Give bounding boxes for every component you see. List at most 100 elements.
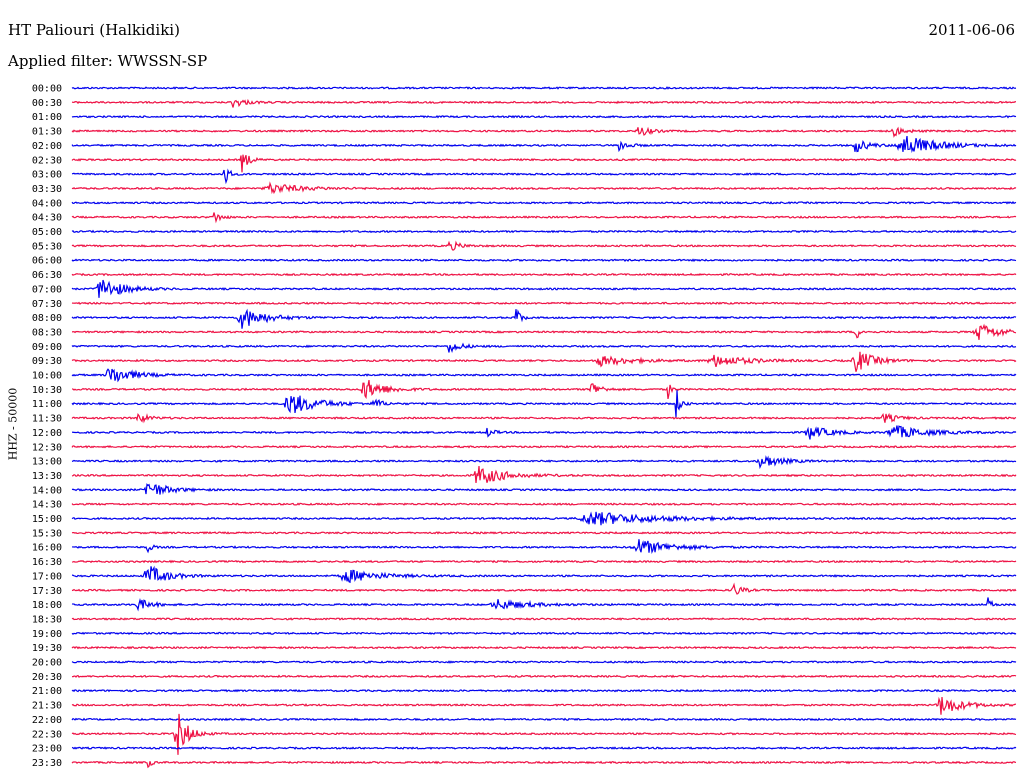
row-time-label: 05:00	[32, 227, 62, 238]
trace-line	[71, 98, 1017, 108]
trace-line	[71, 674, 1017, 679]
trace-line	[71, 135, 1017, 154]
trace-line	[71, 483, 1017, 495]
row-time-label: 01:30	[32, 127, 62, 138]
row-time-label: 03:00	[32, 170, 62, 181]
row-time-label: 16:30	[32, 557, 62, 568]
date-label: 2011-06-06	[928, 21, 1015, 39]
trace-line	[71, 308, 1017, 329]
trace-line	[71, 301, 1017, 306]
row-time-label: 07:30	[32, 299, 62, 310]
trace-line	[71, 717, 1017, 722]
row-time-label: 20:00	[32, 658, 62, 669]
row-time-label: 10:00	[32, 371, 62, 382]
trace-line	[71, 390, 1017, 418]
trace-line	[71, 631, 1017, 636]
trace-line	[71, 412, 1017, 424]
row-time-label: 04:00	[32, 198, 62, 209]
row-time-label: 13:00	[32, 457, 62, 468]
trace-line	[71, 465, 1017, 483]
trace-line	[71, 351, 1017, 372]
trace-line	[71, 444, 1017, 449]
station-title: HT Paliouri (Halkidiki)	[8, 21, 180, 39]
trace-line	[71, 240, 1017, 251]
trace-line	[71, 511, 1017, 526]
row-time-label: 06:30	[32, 270, 62, 281]
trace-line	[71, 154, 1017, 173]
row-time-label: 03:30	[32, 184, 62, 195]
trace-line	[71, 212, 1017, 224]
row-time-label: 02:00	[32, 141, 62, 152]
row-time-label: 19:00	[32, 629, 62, 640]
row-time-label: 08:00	[32, 313, 62, 324]
trace-line	[71, 713, 1017, 755]
trace-line	[71, 539, 1017, 555]
row-time-label: 09:30	[32, 356, 62, 367]
row-time-label: 19:30	[32, 643, 62, 654]
row-time-label: 17:30	[32, 586, 62, 597]
row-time-label: 02:30	[32, 155, 62, 166]
trace-line	[71, 531, 1017, 535]
row-time-label: 21:00	[32, 686, 62, 697]
row-time-label: 20:30	[32, 672, 62, 683]
row-time-label: 10:30	[32, 385, 62, 396]
row-time-label: 07:00	[32, 284, 62, 295]
trace-line	[71, 760, 1017, 769]
row-time-label: 21:30	[32, 701, 62, 712]
trace-line	[71, 323, 1017, 340]
trace-line	[71, 660, 1017, 664]
row-time-label: 23:00	[32, 744, 62, 755]
trace-line	[71, 279, 1017, 298]
row-time-label: 13:30	[32, 471, 62, 482]
row-time-label: 06:00	[32, 256, 62, 267]
trace-line	[71, 502, 1017, 506]
trace-line	[71, 559, 1017, 564]
row-time-label: 09:00	[32, 342, 62, 353]
row-time-label: 08:30	[32, 327, 62, 338]
row-time-label: 01:00	[32, 112, 62, 123]
row-time-label: 12:00	[32, 428, 62, 439]
trace-line	[71, 229, 1017, 234]
row-time-label: 00:30	[32, 98, 62, 109]
trace-line	[71, 688, 1017, 693]
trace-line	[71, 368, 1017, 383]
row-time-label: 17:00	[32, 571, 62, 582]
row-time-label: 16:00	[32, 543, 62, 554]
trace-line	[71, 126, 1017, 138]
trace-line	[71, 258, 1017, 263]
trace-line	[71, 379, 1017, 400]
trace-line	[71, 168, 1017, 185]
row-time-label: 15:30	[32, 528, 62, 539]
row-time-label: 15:00	[32, 514, 62, 525]
row-time-label: 00:00	[32, 84, 62, 95]
trace-line	[71, 272, 1017, 277]
trace-line	[71, 746, 1017, 750]
trace-line	[71, 342, 1017, 353]
row-time-label: 22:30	[32, 729, 62, 740]
trace-line	[71, 696, 1017, 715]
filter-label: Applied filter: WWSSN-SP	[8, 52, 208, 70]
trace-line	[71, 597, 1017, 612]
row-time-label: 11:00	[32, 399, 62, 410]
row-time-label: 23:30	[32, 758, 62, 769]
row-time-label: 05:30	[32, 241, 62, 252]
trace-line	[71, 565, 1017, 584]
row-time-label: 14:00	[32, 485, 62, 496]
row-time-label: 12:30	[32, 442, 62, 453]
trace-line	[71, 86, 1017, 90]
trace-line	[71, 425, 1017, 440]
row-time-label: 18:30	[32, 614, 62, 625]
trace-line	[71, 114, 1017, 119]
trace-line	[71, 582, 1017, 595]
trace-line	[71, 181, 1017, 195]
row-time-label: 18:00	[32, 600, 62, 611]
trace-line	[71, 617, 1017, 621]
row-time-label: 04:30	[32, 213, 62, 224]
row-time-label: 14:30	[32, 500, 62, 511]
trace-line	[71, 645, 1017, 650]
trace-line	[71, 200, 1017, 205]
row-time-label: 11:30	[32, 414, 62, 425]
row-time-label: 22:00	[32, 715, 62, 726]
trace-line	[71, 455, 1017, 470]
